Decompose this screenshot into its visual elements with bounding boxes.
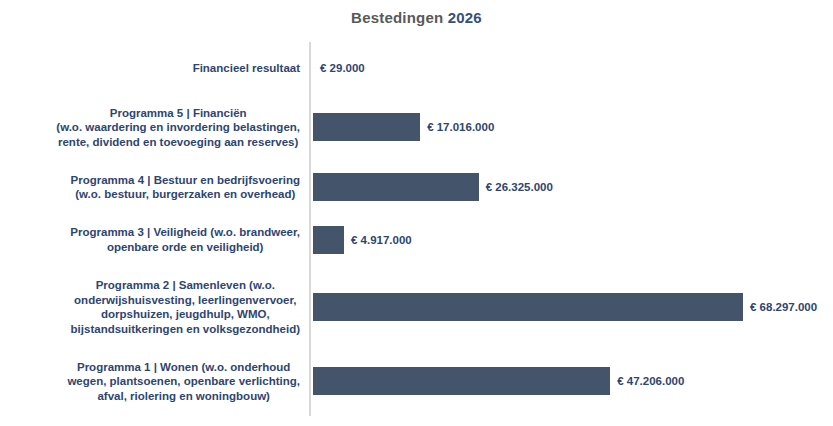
category-label-cell: Financieel resultaat [0, 61, 310, 76]
category-label-line: Programma 4 | Bestuur en bedrijfsvoering [71, 173, 300, 188]
category-label: Programma 3 | Veiligheid (w.o. brandweer… [70, 225, 300, 254]
bar-area: € 26.325.000 [310, 173, 833, 201]
category-label-line: wegen, plantsoenen, openbare verlichting… [67, 374, 300, 389]
category-label-cell: Programma 4 | Bestuur en bedrijfsvoering… [0, 173, 310, 202]
category-label-cell: Programma 3 | Veiligheid (w.o. brandweer… [0, 225, 310, 254]
category-label: Programma 1 | Wonen (w.o. onderhoudwegen… [67, 360, 300, 404]
category-label: Programma 4 | Bestuur en bedrijfsvoering… [71, 173, 300, 202]
category-label-line: (w.o. bestuur, burgerzaken en overhead) [71, 187, 300, 202]
category-label-line: bijstandsuitkeringen en volksgezondheid) [71, 322, 300, 337]
bar-area: € 68.297.000 [310, 293, 833, 321]
chart-row: Financieel resultaat € 29.000 [0, 42, 833, 94]
category-label-line: Programma 3 | Veiligheid (w.o. brandweer… [70, 225, 300, 240]
category-label-line: rente, dividend en toevoeging aan reserv… [56, 135, 300, 150]
category-label-line: (w.o. waardering en invordering belastin… [56, 120, 300, 135]
bar [313, 113, 420, 141]
chart-row: Programma 5 | Financiën(w.o. waardering … [0, 94, 833, 161]
chart-title: Bestedingen 2026 [0, 9, 833, 26]
value-label: € 47.206.000 [617, 375, 684, 387]
bar [313, 173, 479, 201]
chart-row: Programma 1 | Wonen (w.o. onderhoudwegen… [0, 348, 833, 415]
value-label: € 26.325.000 [486, 181, 553, 193]
bar [313, 293, 743, 321]
category-label-cell: Programma 1 | Wonen (w.o. onderhoudwegen… [0, 360, 310, 404]
category-label-line: dorpshuizen, jeugdhulp, WMO, [71, 307, 300, 322]
bar-area: € 17.016.000 [310, 113, 833, 141]
chart-row: Programma 4 | Bestuur en bedrijfsvoering… [0, 161, 833, 214]
category-label-line: afval, riolering en woningbouw) [67, 389, 300, 404]
value-label: € 29.000 [320, 62, 365, 74]
category-label-line: Programma 5 | Financiën [56, 106, 300, 121]
chart-title-main: Bestedingen [351, 9, 443, 26]
bar-area: € 4.917.000 [310, 226, 833, 254]
chart-row: Programma 3 | Veiligheid (w.o. brandweer… [0, 214, 833, 267]
category-label-line: Financieel resultaat [193, 61, 300, 76]
category-label-cell: Programma 5 | Financiën(w.o. waardering … [0, 106, 310, 150]
bar [313, 367, 610, 395]
category-label-line: onderwijshuisvesting, leerlingenvervoer, [71, 293, 300, 308]
category-label: Programma 5 | Financiën(w.o. waardering … [56, 106, 300, 150]
value-label: € 4.917.000 [351, 234, 412, 246]
bar-area: € 29.000 [310, 54, 833, 82]
category-label-line: openbare orde en veiligheid) [70, 240, 300, 255]
chart-title-year: 2026 [448, 9, 482, 26]
bar-chart: Bestedingen 2026 Financieel resultaat € 2… [0, 0, 833, 426]
plot-area: Financieel resultaat € 29.000 Programma 5 … [0, 42, 833, 415]
value-label: € 68.297.000 [750, 301, 817, 313]
bar [313, 226, 344, 254]
category-label-cell: Programma 2 | Samenleven (w.o.onderwijsh… [0, 278, 310, 336]
category-label-line: Programma 2 | Samenleven (w.o. [71, 278, 300, 293]
category-label: Programma 2 | Samenleven (w.o.onderwijsh… [71, 278, 300, 336]
category-label: Financieel resultaat [193, 61, 300, 76]
y-axis-line [309, 42, 311, 416]
bar-area: € 47.206.000 [310, 367, 833, 395]
category-label-line: Programma 1 | Wonen (w.o. onderhoud [67, 360, 300, 375]
chart-row: Programma 2 | Samenleven (w.o.onderwijsh… [0, 266, 833, 348]
value-label: € 17.016.000 [427, 121, 494, 133]
